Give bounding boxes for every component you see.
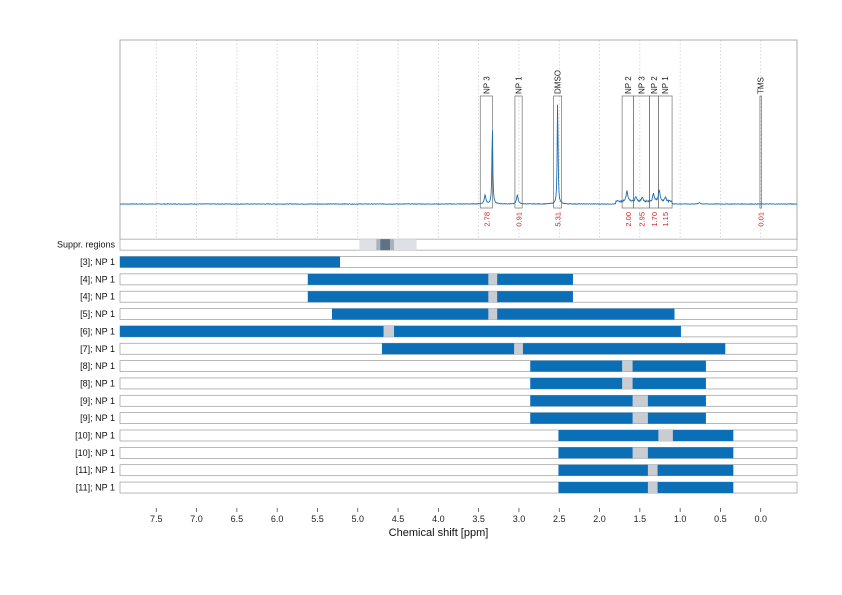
x-tick-label: 5.5 [311, 514, 324, 524]
integral-value: 0.91 [515, 212, 524, 227]
suppr-row-frame [119, 238, 798, 251]
range-bar [530, 395, 706, 407]
suppr-region-core [380, 239, 390, 251]
x-tick-label: 7.5 [150, 514, 163, 524]
peak-annotations: NP 3 2.78 NP 1 0.91 DMSO 5.31 NP 2 2.00 NP 3 2.95… [479, 70, 766, 227]
x-tick-label: 5.0 [351, 514, 364, 524]
x-tick-label: 0.5 [714, 514, 727, 524]
row-label: [7]; NP 1 [80, 344, 115, 354]
row-label: [10]; NP 1 [75, 431, 115, 441]
peak-box [759, 95, 762, 209]
x-tick-label: 4.0 [432, 514, 445, 524]
row-label: [8]; NP 1 [80, 378, 115, 388]
row-label: [4]; NP 1 [80, 292, 115, 302]
peak-box [479, 95, 493, 209]
suppressed-gap [658, 430, 673, 441]
x-tick-label: 3.5 [472, 514, 485, 524]
range-bar [307, 273, 573, 285]
integral-value: 1.15 [661, 212, 670, 227]
suppressed-gap [622, 360, 633, 372]
peak-label: NP 1 [515, 76, 524, 94]
row-frame [119, 464, 798, 477]
vertical-grid [155, 40, 762, 240]
x-tick-label: 4.5 [392, 514, 405, 524]
peak-label: NP 3 [637, 76, 646, 94]
suppressed-gap [647, 464, 658, 476]
integral-value: 1.70 [650, 212, 659, 227]
x-axis: 7.5 7.0 6.5 6.0 5.5 5.0 4.5 4.0 3.5 3.0 2.5 2.0 1.5 1… [150, 508, 767, 524]
row-label: [11]; NP 1 [76, 483, 115, 493]
row-frame [119, 481, 798, 494]
peak-box [514, 95, 523, 209]
row-label: [6]; NP 1 [80, 326, 115, 336]
peak-box [658, 95, 673, 209]
range-bar [530, 377, 706, 389]
peak-box [633, 95, 650, 209]
range-bar [120, 325, 681, 337]
peak-label: TMS [757, 77, 766, 94]
integral-value: 5.31 [554, 212, 563, 227]
range-bar [307, 291, 573, 303]
row-label: [9]; NP 1 [80, 413, 115, 423]
x-tick-label: 6.5 [231, 514, 244, 524]
integral-value: 2.78 [482, 212, 491, 227]
peak-box [621, 95, 634, 209]
row-label: [8]; NP 1 [80, 361, 115, 371]
suppressed-gap [647, 482, 658, 494]
suppressed-gap [632, 412, 648, 424]
peak-label: NP 1 [661, 76, 670, 94]
x-tick-label: 2.0 [593, 514, 606, 524]
row-frame [119, 377, 798, 390]
suppressed-gap [514, 343, 523, 355]
row-frame [119, 447, 798, 459]
integral-value: 2.00 [624, 212, 633, 227]
x-tick-label: 2.5 [553, 514, 566, 524]
peak-box [553, 95, 563, 209]
integral-value: 2.95 [637, 212, 646, 227]
suppressed-gap [488, 273, 498, 285]
spectrum-panel [119, 39, 798, 241]
suppressed-gap [488, 308, 498, 320]
row-frame [119, 394, 798, 407]
peak-label: DMSO [554, 70, 563, 94]
spectrum-trace [119, 104, 798, 205]
x-tick-label: 3.0 [513, 514, 526, 524]
suppressed-gap [488, 291, 498, 303]
range-bar [530, 360, 706, 372]
suppressed-gap [622, 377, 633, 389]
row-label: Suppr. regions [57, 240, 116, 250]
row-label: [3]; NP 1 [80, 257, 115, 267]
range-bar [530, 412, 706, 424]
x-tick-label: 6.0 [271, 514, 284, 524]
suppressed-gap [632, 395, 648, 407]
x-tick-label: 7.0 [190, 514, 203, 524]
x-tick-label: 1.5 [634, 514, 647, 524]
suppressed-gap [632, 447, 648, 459]
row-frame [119, 429, 798, 442]
row-frame [119, 360, 798, 372]
range-bar [120, 256, 341, 268]
peak-label: NP 2 [624, 76, 633, 94]
range-bar [331, 308, 675, 320]
x-tick-label: 0.0 [754, 514, 767, 524]
x-tick-label: 1.0 [674, 514, 687, 524]
row-label: [4]; NP 1 [80, 274, 115, 284]
range-bar [381, 343, 726, 355]
range-bar [558, 482, 734, 494]
row-label: [10]; NP 1 [75, 448, 115, 458]
range-bar [558, 464, 734, 476]
row-label: [11]; NP 1 [76, 465, 115, 475]
row-label: [5]; NP 1 [80, 309, 115, 319]
range-bar [558, 430, 734, 441]
suppressed-gap [383, 325, 395, 337]
row-frame [119, 412, 798, 424]
peak-box [649, 95, 659, 209]
x-axis-title: Chemical shift [ppm] [389, 527, 489, 539]
peak-label: NP 2 [650, 76, 659, 94]
integral-value: 0.01 [757, 212, 766, 227]
row-label: [9]; NP 1 [80, 396, 115, 406]
peak-label: NP 3 [482, 76, 491, 94]
range-rows: Suppr. regions [3]; NP 1 [4]; NP 1 [4]; NP … [57, 238, 798, 494]
